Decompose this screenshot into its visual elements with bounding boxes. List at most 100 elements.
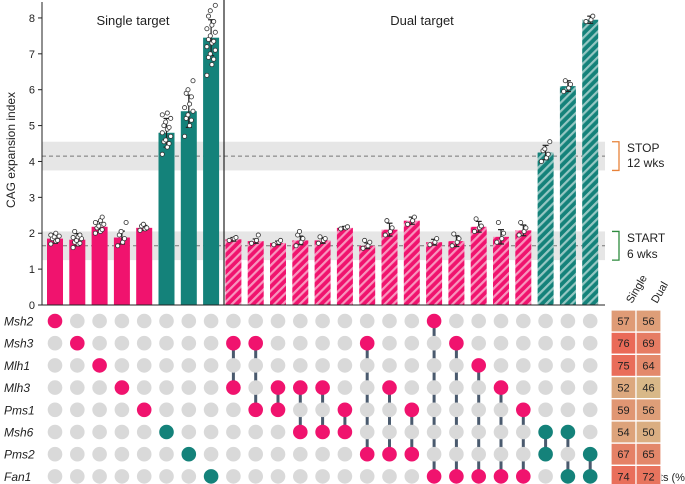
target-dot-13-pms1: [337, 402, 353, 418]
point-14-3: [362, 237, 368, 243]
empty-dot-11-msh2: [293, 313, 308, 329]
frameshift-header-single: Single: [624, 273, 650, 305]
empty-dot-21-msh2: [516, 313, 531, 329]
heat-value-pms2-single: 67: [617, 449, 629, 461]
empty-dot-1-fan1: [70, 469, 85, 484]
empty-dot-2-mlh3: [92, 380, 107, 395]
empty-dot-18-pms2: [449, 446, 464, 462]
point-5-12: [159, 112, 165, 118]
bar-14: [359, 245, 376, 305]
empty-dot-23-msh3: [560, 335, 576, 351]
gene-label-msh3: Msh3: [4, 337, 34, 351]
empty-dot-0-pms2: [47, 446, 63, 462]
empty-dot-15-fan1: [382, 469, 397, 484]
heat-value-msh3-single: 76: [617, 338, 629, 350]
point-2-4: [96, 223, 102, 229]
empty-dot-12-fan1: [315, 469, 330, 484]
empty-dot-22-msh2: [538, 313, 553, 329]
point-7-2: [211, 56, 217, 62]
empty-dot-0-mlh3: [47, 380, 63, 395]
point-19-2: [478, 223, 484, 229]
point-5-0: [159, 151, 165, 157]
heat-value-pms1-dual: 56: [642, 405, 654, 417]
empty-dot-17-msh3: [426, 335, 442, 351]
empty-dot-6-msh3: [181, 335, 197, 351]
empty-dot-10-msh2: [270, 313, 286, 329]
heat-value-mlh1-single: 75: [617, 360, 629, 372]
empty-dot-10-pms2: [270, 446, 286, 462]
point-15-0: [382, 232, 388, 238]
point-21-3: [518, 219, 524, 225]
frameshift-heatmap-layer: 57 56 76 69 75 64 52 46 59 56 54 50 67 65 74 72: [610, 309, 662, 484]
empty-dot-19-mlh3: [471, 380, 487, 395]
point-15-2: [389, 225, 395, 231]
heat-value-mlh1-dual: 64: [642, 360, 654, 372]
empty-dot-15-pms1: [382, 402, 397, 418]
empty-dot-9-mlh3: [248, 380, 263, 395]
heat-value-msh3-dual: 69: [642, 338, 654, 350]
heat-cell-fan1-dual: [635, 464, 662, 484]
empty-dot-14-fan1: [359, 469, 375, 484]
y-tick-label-4: 4: [29, 156, 35, 168]
empty-dot-5-msh3: [159, 335, 174, 351]
empty-dot-16-msh3: [404, 335, 420, 351]
empty-dot-5-msh2: [159, 313, 174, 329]
empty-dot-6-msh2: [181, 313, 197, 329]
empty-dot-21-msh6: [516, 424, 531, 440]
empty-dot-12-pms1: [315, 402, 330, 418]
empty-dot-21-mlh1: [516, 358, 531, 373]
empty-dot-22-pms1: [538, 402, 553, 418]
empty-dot-9-msh6: [248, 424, 263, 440]
point-3-5: [123, 219, 129, 225]
empty-dot-9-msh2: [248, 313, 263, 329]
empty-dot-2-fan1: [92, 469, 107, 484]
y-tick-label-1: 1: [29, 264, 35, 276]
point-6-2: [188, 117, 194, 123]
empty-dot-17-pms2: [426, 446, 442, 462]
y-tick-label-8: 8: [29, 13, 35, 25]
y-tick-label-0: 0: [29, 300, 35, 312]
target-dot-20-fan1: [493, 469, 509, 484]
point-7-1: [209, 62, 215, 68]
empty-dot-1-pms1: [70, 402, 85, 418]
empty-dot-24-mlh1: [582, 358, 598, 373]
gene-label-mlh1: Mlh1: [4, 359, 30, 373]
heat-value-fan1-dual: 72: [642, 471, 654, 483]
empty-dot-20-msh6: [493, 424, 509, 440]
point-7-12: [204, 26, 210, 32]
empty-dot-10-fan1: [270, 469, 286, 484]
empty-dot-16-mlh3: [404, 380, 420, 395]
empty-dot-5-pms1: [159, 402, 174, 418]
empty-dot-4-mlh1: [136, 358, 152, 373]
heat-value-msh6-single: 54: [617, 427, 629, 439]
empty-dot-13-msh3: [337, 335, 353, 351]
empty-dot-7-mlh3: [203, 380, 219, 395]
point-6-5: [190, 108, 196, 114]
bar-3: [113, 237, 130, 305]
point-3-0: [115, 243, 121, 249]
empty-dot-16-fan1: [404, 469, 420, 484]
empty-dot-0-pms1: [47, 402, 63, 418]
empty-dot-18-mlh1: [449, 358, 464, 373]
gene-label-msh2: Msh2: [4, 315, 34, 329]
point-1-8: [77, 232, 83, 238]
empty-dot-4-msh6: [136, 424, 152, 440]
empty-dot-14-pms1: [359, 402, 375, 418]
point-0-0: [48, 241, 54, 247]
target-dot-23-msh6: [560, 424, 576, 440]
point-6-0: [182, 133, 188, 139]
point-10-2: [278, 237, 284, 243]
target-dot-16-pms1: [404, 402, 420, 418]
point-11-0: [293, 243, 299, 249]
target-dot-20-mlh3: [493, 380, 509, 395]
point-7-14: [211, 19, 217, 25]
empty-dot-17-msh6: [426, 424, 442, 440]
bar-2: [91, 226, 108, 305]
empty-dot-17-mlh3: [426, 380, 442, 395]
target-dot-12-mlh3: [315, 380, 330, 395]
empty-dot-10-msh3: [270, 335, 286, 351]
target-dot-1-msh3: [70, 335, 85, 351]
target-dot-6-pms2: [181, 446, 197, 462]
target-dot-17-fan1: [426, 469, 442, 484]
